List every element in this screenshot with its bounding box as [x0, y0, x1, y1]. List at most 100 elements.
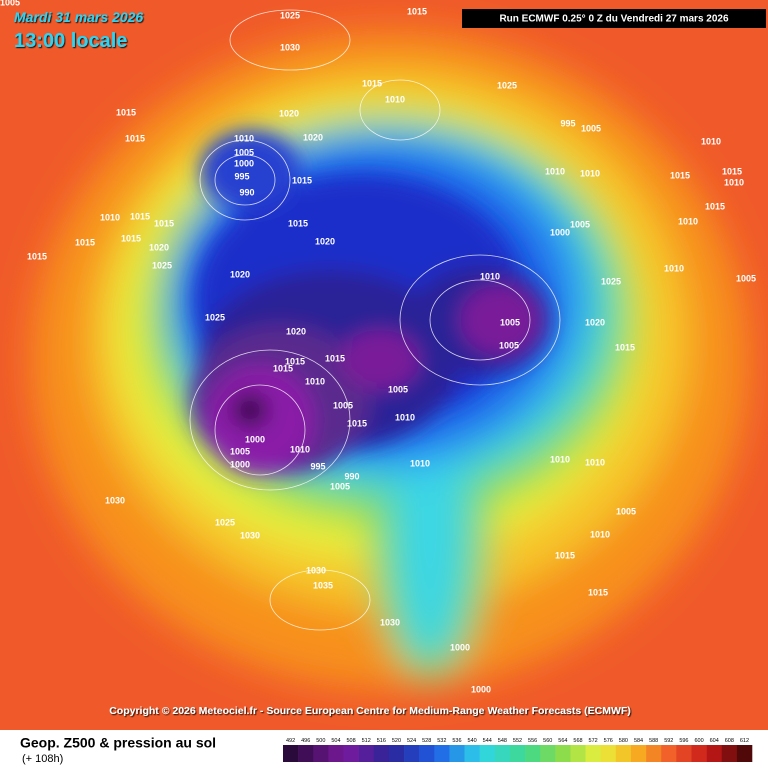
- isobar-label: 1025: [205, 312, 225, 322]
- isobar-label: 1005: [499, 340, 519, 350]
- scale-label: 588: [649, 738, 658, 744]
- isobar-label: 1010: [480, 271, 500, 281]
- scale-swatch: [388, 745, 405, 762]
- scale-label: 596: [679, 738, 688, 744]
- isobar-label: 1005: [500, 317, 520, 327]
- isobar-label: 1030: [105, 495, 125, 505]
- isobar-label: 1010: [580, 168, 600, 178]
- isobar-label: 1010: [724, 177, 744, 187]
- scale-label: 552: [513, 738, 522, 744]
- isobar-label: 1010: [234, 133, 254, 143]
- isobar-label: 1010: [678, 216, 698, 226]
- scale-swatch: [676, 745, 692, 762]
- isobar-label: 1035: [313, 580, 333, 590]
- isobar-label: 1005: [570, 219, 590, 229]
- isobar-label: 1020: [303, 132, 323, 142]
- scale-swatch: [509, 745, 526, 762]
- isobar-label: 995: [560, 118, 575, 128]
- scale-swatch: [373, 745, 390, 762]
- isobar-label: 1005: [230, 446, 250, 456]
- scale-label: 492: [286, 738, 295, 744]
- isobar-label: 1010: [585, 457, 605, 467]
- isobar-label: 1005: [388, 384, 408, 394]
- isobar-label: 1015: [588, 587, 608, 597]
- scale-swatch: [540, 745, 556, 762]
- scale-label: 584: [634, 738, 643, 744]
- legend-title: Geop. Z500 & pression au sol: [20, 735, 216, 751]
- scale-swatch: [434, 745, 450, 762]
- isobar-label: 1015: [555, 550, 575, 560]
- isobar-label: 1000: [450, 642, 470, 652]
- scale-label: 608: [725, 738, 734, 744]
- isobar-label: 1010: [305, 376, 325, 386]
- isobar-label: 1015: [615, 342, 635, 352]
- scale-swatch: [449, 745, 465, 762]
- isobar-label: 1000: [230, 459, 250, 469]
- isobar-label: 1005: [333, 400, 353, 410]
- isobar-label: 1010: [590, 529, 610, 539]
- isobar-label: 1025: [215, 517, 235, 527]
- legend-subtitle: (+ 108h): [22, 753, 63, 765]
- isobar-label: 1015: [670, 170, 690, 180]
- scale-label: 576: [604, 738, 613, 744]
- isobar-label: 995: [310, 461, 325, 471]
- isobar-label: 1020: [585, 317, 605, 327]
- map-date: Mardi 31 mars 2026: [14, 9, 143, 25]
- scale-label: 568: [573, 738, 582, 744]
- isobar-label: 1020: [230, 269, 250, 279]
- isobar-label: 1010: [701, 136, 721, 146]
- isobar-label: 1000: [550, 227, 570, 237]
- isobar-label: 1015: [285, 356, 305, 366]
- isobar-label: 1020: [315, 236, 335, 246]
- isobar-label: 1005: [330, 481, 350, 491]
- scale-swatch: [328, 745, 344, 762]
- isobar-label: 1015: [362, 78, 382, 88]
- run-box: [462, 9, 766, 28]
- run-info: Run ECMWF 0.25° 0 Z du Vendredi 27 mars …: [499, 14, 729, 25]
- isobar-label: 1015: [273, 363, 293, 373]
- isobar-label: 1005: [736, 273, 756, 283]
- isobar-label: 1015: [121, 233, 141, 243]
- isobar-label: 990: [239, 187, 254, 197]
- scale-label: 520: [392, 738, 401, 744]
- scale-label: 524: [407, 738, 416, 744]
- scale-swatch: [630, 745, 647, 762]
- scale-label: 516: [377, 738, 386, 744]
- isobar-label: 1010: [290, 444, 310, 454]
- scale-label: 612: [740, 738, 749, 744]
- scale-swatch: [525, 745, 541, 762]
- scale-label: 512: [362, 738, 371, 744]
- map-time: 13:00 locale: [14, 30, 127, 52]
- isobar-label: 995: [234, 171, 249, 181]
- isobar-label: 1000: [234, 158, 254, 168]
- scale-swatch: [479, 745, 496, 762]
- isobar-label: 1015: [27, 251, 47, 261]
- scale-label: 564: [558, 738, 567, 744]
- scale-swatch: [600, 745, 617, 762]
- scale-swatch: [661, 745, 677, 762]
- scale-swatch: [358, 745, 375, 762]
- scale-label: 560: [543, 738, 552, 744]
- isobar-label: 1020: [149, 242, 169, 252]
- isobar-label: 1025: [497, 80, 517, 90]
- scale-swatch: [615, 745, 632, 762]
- scale-swatch: [570, 745, 586, 762]
- isobar-label: 1025: [280, 10, 300, 20]
- scale-label: 604: [710, 738, 719, 744]
- isobar-label: 1015: [347, 418, 367, 428]
- isobar-label: 1015: [325, 353, 345, 363]
- isobar-label: 1010: [395, 412, 415, 422]
- isobar-label: 1030: [240, 530, 260, 540]
- isobar-label: 1000: [471, 684, 491, 694]
- scale-swatch: [464, 745, 480, 762]
- scale-label: 508: [346, 738, 355, 744]
- scale-label: 600: [694, 738, 703, 744]
- scale-label: 496: [301, 738, 310, 744]
- isobar-label: 1015: [288, 218, 308, 228]
- scale-swatch: [419, 745, 435, 762]
- scale-label: 532: [437, 738, 446, 744]
- isobar-label: 1015: [722, 166, 742, 176]
- scale-label: 544: [483, 738, 492, 744]
